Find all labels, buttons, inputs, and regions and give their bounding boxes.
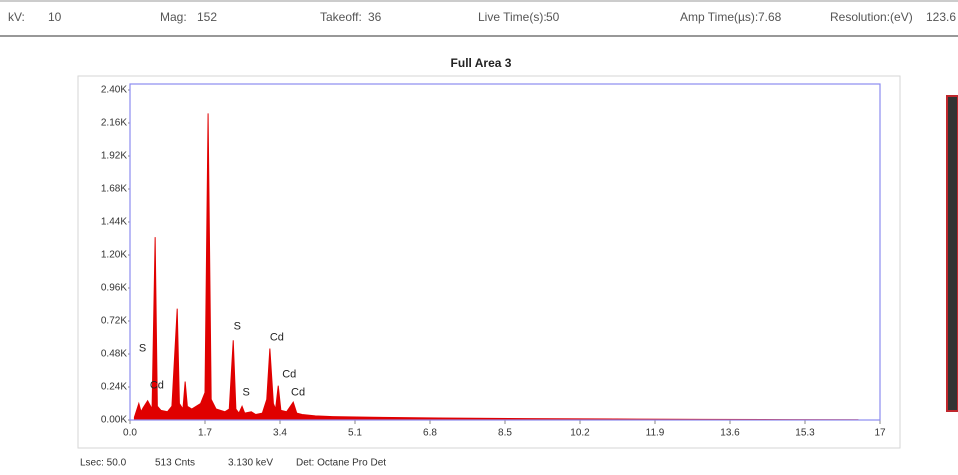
x-tick-label: 6.8 (423, 428, 437, 439)
x-tick-label: 5.1 (348, 428, 362, 439)
x-tick-label: 11.9 (646, 428, 665, 439)
header-value: 123.6 (926, 10, 956, 24)
header-value: 50 (546, 10, 560, 24)
peak-label: Cd (291, 386, 305, 398)
y-tick-label: 0.48K (101, 349, 127, 360)
header-value: 152 (197, 10, 217, 24)
header-label: Amp Time(µs): (680, 10, 758, 24)
image-thumbnail (946, 95, 958, 412)
chart-frame (77, 75, 901, 449)
header-value: 7.68 (758, 10, 782, 24)
header-label: Live Time(s): (478, 10, 547, 24)
peak-label: Cd (270, 331, 284, 343)
y-tick-label: 0.96K (101, 283, 127, 294)
y-tick-label: 1.20K (101, 250, 127, 261)
x-tick-label: 8.5 (498, 428, 512, 439)
y-tick-label: 1.68K (101, 184, 127, 195)
header-value: 10 (48, 10, 62, 24)
x-tick-label: 1.7 (198, 428, 212, 439)
plot-border (129, 83, 881, 421)
y-tick-label: 0.00K (101, 415, 127, 426)
header-label: Mag: (160, 10, 187, 24)
chart-title: Full Area 3 (451, 56, 512, 70)
peak-label: S (234, 320, 241, 332)
footer-item: Det: Octane Pro Det (296, 458, 386, 469)
header-label: Takeoff: (320, 10, 362, 24)
y-tick-label: 0.72K (101, 316, 127, 327)
peak-label: S (243, 386, 250, 398)
y-tick-label: 1.44K (101, 217, 127, 228)
header-label: kV: (8, 10, 25, 24)
spectrum (133, 113, 859, 421)
x-tick-label: 17 (874, 428, 886, 439)
y-tick-label: 2.16K (101, 118, 127, 129)
x-tick-label: 3.4 (273, 428, 287, 439)
peak-label: Cd (282, 369, 296, 381)
y-tick-label: 0.24K (101, 382, 127, 393)
y-tick-label: 2.40K (101, 85, 127, 96)
x-tick-label: 0.0 (123, 428, 137, 439)
header-value: 36 (368, 10, 382, 24)
x-tick-label: 10.2 (570, 428, 590, 439)
y-tick-label: 1.92K (101, 151, 127, 162)
header-label: Resolution:(eV) (830, 10, 913, 24)
peak-label: Cd (150, 380, 164, 392)
peak-label: S (139, 342, 146, 354)
footer-item: 513 Cnts (155, 458, 195, 469)
footer-item: Lsec: 50.0 (80, 458, 127, 469)
x-tick-label: 13.6 (720, 428, 740, 439)
footer-item: 3.130 keV (228, 458, 273, 469)
x-tick-label: 15.3 (795, 428, 815, 439)
